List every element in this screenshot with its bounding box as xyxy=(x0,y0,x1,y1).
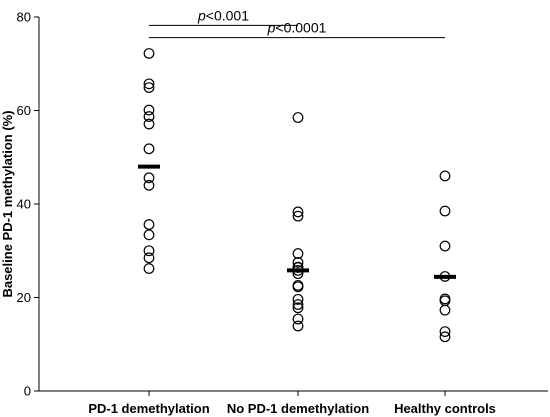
data-point xyxy=(143,78,155,90)
y-axis: 0 20 40 60 80 xyxy=(17,10,40,399)
data-point xyxy=(143,252,155,264)
data-point xyxy=(439,304,451,316)
y-tick-label: 40 xyxy=(17,197,31,212)
data-point xyxy=(292,210,304,222)
data-point xyxy=(292,302,304,314)
y-axis-title: Baseline PD-1 methylation (%) xyxy=(0,110,15,297)
data-point xyxy=(143,179,155,191)
data-point xyxy=(143,219,155,230)
y-tick-label: 20 xyxy=(17,290,31,305)
p-value-label: p<0.0001 xyxy=(267,20,327,36)
median-lines xyxy=(138,164,456,279)
data-point xyxy=(439,205,451,217)
data-point xyxy=(143,245,155,257)
data-point xyxy=(292,248,304,259)
data-point xyxy=(292,281,304,293)
data-point xyxy=(143,111,155,122)
data-point xyxy=(292,257,304,268)
data-point xyxy=(143,118,155,130)
data-point xyxy=(143,82,155,93)
data-point xyxy=(143,229,155,241)
annotations: p<0.001 p<0.0001 xyxy=(149,7,445,39)
data-point xyxy=(439,240,451,252)
x-axis: PD-1 demethylation No PD-1 demethylation H… xyxy=(39,390,548,416)
data-point xyxy=(292,313,304,325)
data-point xyxy=(143,263,155,274)
data-point xyxy=(143,48,155,59)
data-point xyxy=(292,299,304,310)
data-points xyxy=(143,48,451,343)
y-tick-label: 80 xyxy=(17,10,31,25)
x-tick-label: Healthy controls xyxy=(394,401,496,416)
y-tick-label: 0 xyxy=(24,384,31,399)
data-point xyxy=(143,143,155,155)
data-point xyxy=(439,170,451,182)
data-point xyxy=(143,104,155,116)
data-point xyxy=(292,320,304,332)
data-point xyxy=(439,326,451,338)
data-point xyxy=(292,112,304,123)
x-tick-label: PD-1 demethylation xyxy=(88,401,209,416)
data-point xyxy=(143,172,155,184)
data-point xyxy=(292,206,304,218)
p-value-label: p<0.001 xyxy=(197,7,249,23)
y-tick-label: 60 xyxy=(17,103,31,118)
data-point xyxy=(292,293,304,305)
x-tick-label: No PD-1 demethylation xyxy=(227,401,369,416)
data-point xyxy=(439,331,451,343)
